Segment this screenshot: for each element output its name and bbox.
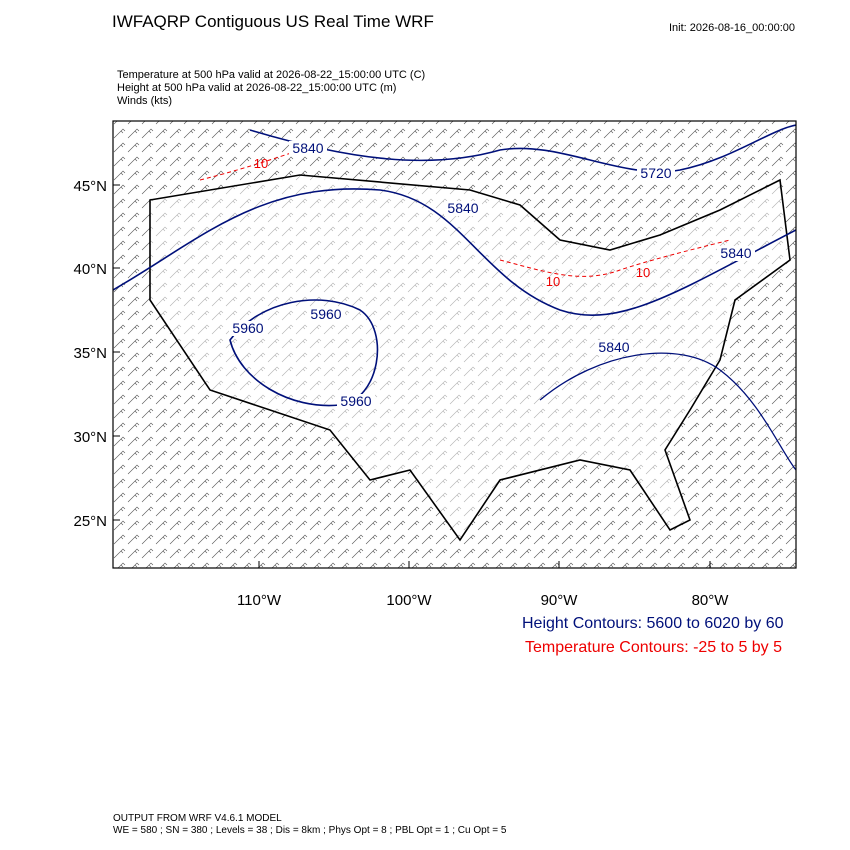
lon-label: 90°W: [541, 592, 579, 609]
label-backdrop: [229, 321, 267, 336]
height-label: 5840: [598, 339, 629, 355]
label-backdrop: [307, 307, 345, 322]
lat-label: 35°N: [73, 345, 107, 362]
height-contour: [113, 188, 796, 317]
map-area: [113, 121, 796, 568]
title: IWFAQRP Contiguous US Real Time WRF: [112, 12, 434, 31]
temperature-legend: Temperature Contours: -25 to 5 by 5: [525, 639, 782, 656]
label-backdrop: [444, 201, 482, 216]
map-frame: [112, 120, 797, 569]
lat-label: 45°N: [73, 178, 107, 195]
temperature-label: 10: [546, 274, 560, 289]
field-label: Height at 500 hPa valid at 2026-08-22_15…: [117, 82, 396, 94]
lon-label: 80°W: [692, 592, 730, 609]
field-label: Winds (kts): [117, 95, 172, 107]
lat-label: 25°N: [73, 513, 107, 530]
label-backdrop: [289, 141, 327, 156]
height-label: 5960: [340, 393, 371, 409]
lon-label: 110°W: [237, 592, 282, 609]
label-backdrop: [637, 166, 675, 181]
height-contour: [539, 352, 796, 471]
footer-settings: WE = 580 ; SN = 380 ; Levels = 38 ; Dis …: [113, 825, 507, 836]
height-label: 5840: [292, 140, 323, 156]
label-backdrop: [337, 394, 375, 409]
label-backdrop: [595, 340, 633, 355]
field-label: Temperature at 500 hPa valid at 2026-08-…: [117, 69, 425, 81]
lat-label: 30°N: [73, 429, 107, 446]
temperature-label: 10: [254, 156, 268, 171]
height-label: 5840: [720, 245, 751, 261]
height-contour: [229, 299, 379, 407]
height-contour: [249, 124, 796, 173]
height-legend: Height Contours: 5600 to 6020 by 60: [522, 615, 784, 632]
label-backdrop: [717, 246, 755, 261]
footer-model: OUTPUT FROM WRF V4.6.1 MODEL: [113, 813, 282, 824]
lat-label: 40°N: [73, 261, 107, 278]
height-label: 5720: [640, 165, 671, 181]
height-label: 5960: [232, 320, 263, 336]
us-outline: [149, 174, 791, 542]
lon-label: 100°W: [386, 592, 432, 609]
temperature-label: 10: [636, 265, 650, 280]
init-time: Init: 2026-08-16_00:00:00: [669, 22, 795, 34]
height-label: 5840: [447, 200, 478, 216]
height-label: 5960: [310, 306, 341, 322]
